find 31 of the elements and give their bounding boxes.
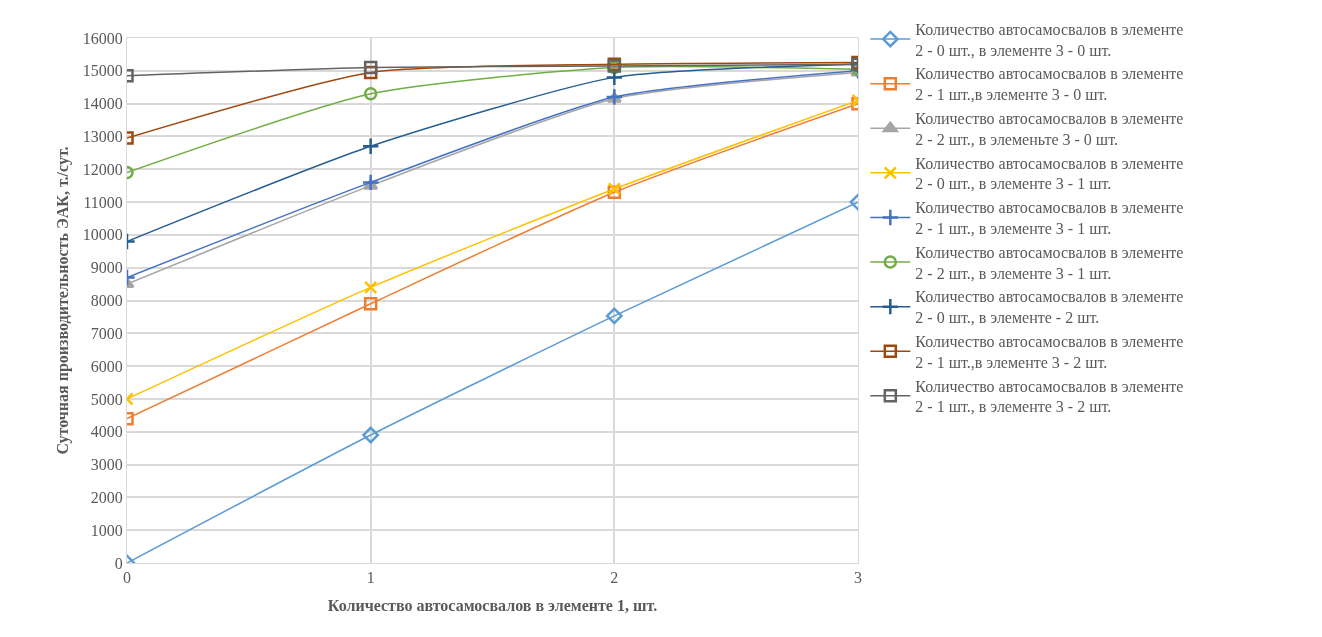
y-tick-label: 1000 — [90, 521, 123, 539]
y-axis-title: Суточная производительность ЭАК, т./сут. — [53, 146, 72, 455]
y-tick-label: 13000 — [82, 128, 123, 146]
y-tick-label: 4000 — [90, 423, 123, 441]
y-tick-label: 6000 — [90, 357, 123, 375]
y-tick-label: 0 — [114, 554, 123, 572]
y-tick-label: 15000 — [82, 62, 123, 80]
y-tick-label: 2000 — [90, 488, 123, 506]
legend-label: Количество автосамосвалов в элементе 2 - 1 шт.,в элементе 3 - 2 шт. — [915, 333, 1184, 371]
legend-label: Количество автосамосвалов в элементе 2 - 2 шт., в элементе 3 - 1 шт. — [915, 243, 1184, 282]
legend-label: Количество автосамосвалов в элементе 2 - 2 шт., в элеменьте 3 - 0 шт. — [915, 110, 1184, 148]
y-tick-label: 16000 — [82, 29, 123, 47]
y-tick-label: 3000 — [90, 456, 123, 474]
y-tick-label: 5000 — [90, 390, 123, 408]
y-tick-label: 7000 — [90, 324, 123, 342]
y-tick-label: 10000 — [82, 226, 123, 244]
legend-label: Количество автосамосвалов в элементе 2 - 1 шт., в элементе 3 - 2 шт. — [915, 377, 1184, 416]
legend-label: Количество автосамосвалов в элементе 2 - 1 шт., в элементе 3 - 1 шт. — [915, 199, 1184, 238]
y-tick-label: 12000 — [82, 160, 123, 178]
y-tick-label: 14000 — [82, 95, 123, 113]
y-tick-label: 11000 — [83, 193, 123, 211]
x-tick-label: 1 — [366, 569, 375, 587]
y-tick-label: 8000 — [90, 292, 123, 310]
y-tick-label: 9000 — [90, 259, 123, 277]
legend-label: Количество автосамосвалов в элементе 2 - 0 шт., в элементе 3 - 0 шт. — [915, 20, 1184, 59]
x-axis-title: Количество автосамосвалов в элементе 1, шт. — [327, 596, 658, 614]
legend-label: Количество автосамосвалов в элементе 2 - 0 шт., в элементе 3 - 1 шт. — [915, 154, 1184, 193]
x-tick-label: 2 — [610, 569, 619, 587]
legend-label: Количество автосамосвалов в элементе 2 - 1 шт.,в элементе 3 - 0 шт. — [915, 65, 1184, 104]
x-tick-label: 3 — [854, 569, 862, 587]
legend-label: Количество автосамосвалов в элементе 2 - 0 шт., в элементе - 2 шт. — [915, 288, 1184, 327]
